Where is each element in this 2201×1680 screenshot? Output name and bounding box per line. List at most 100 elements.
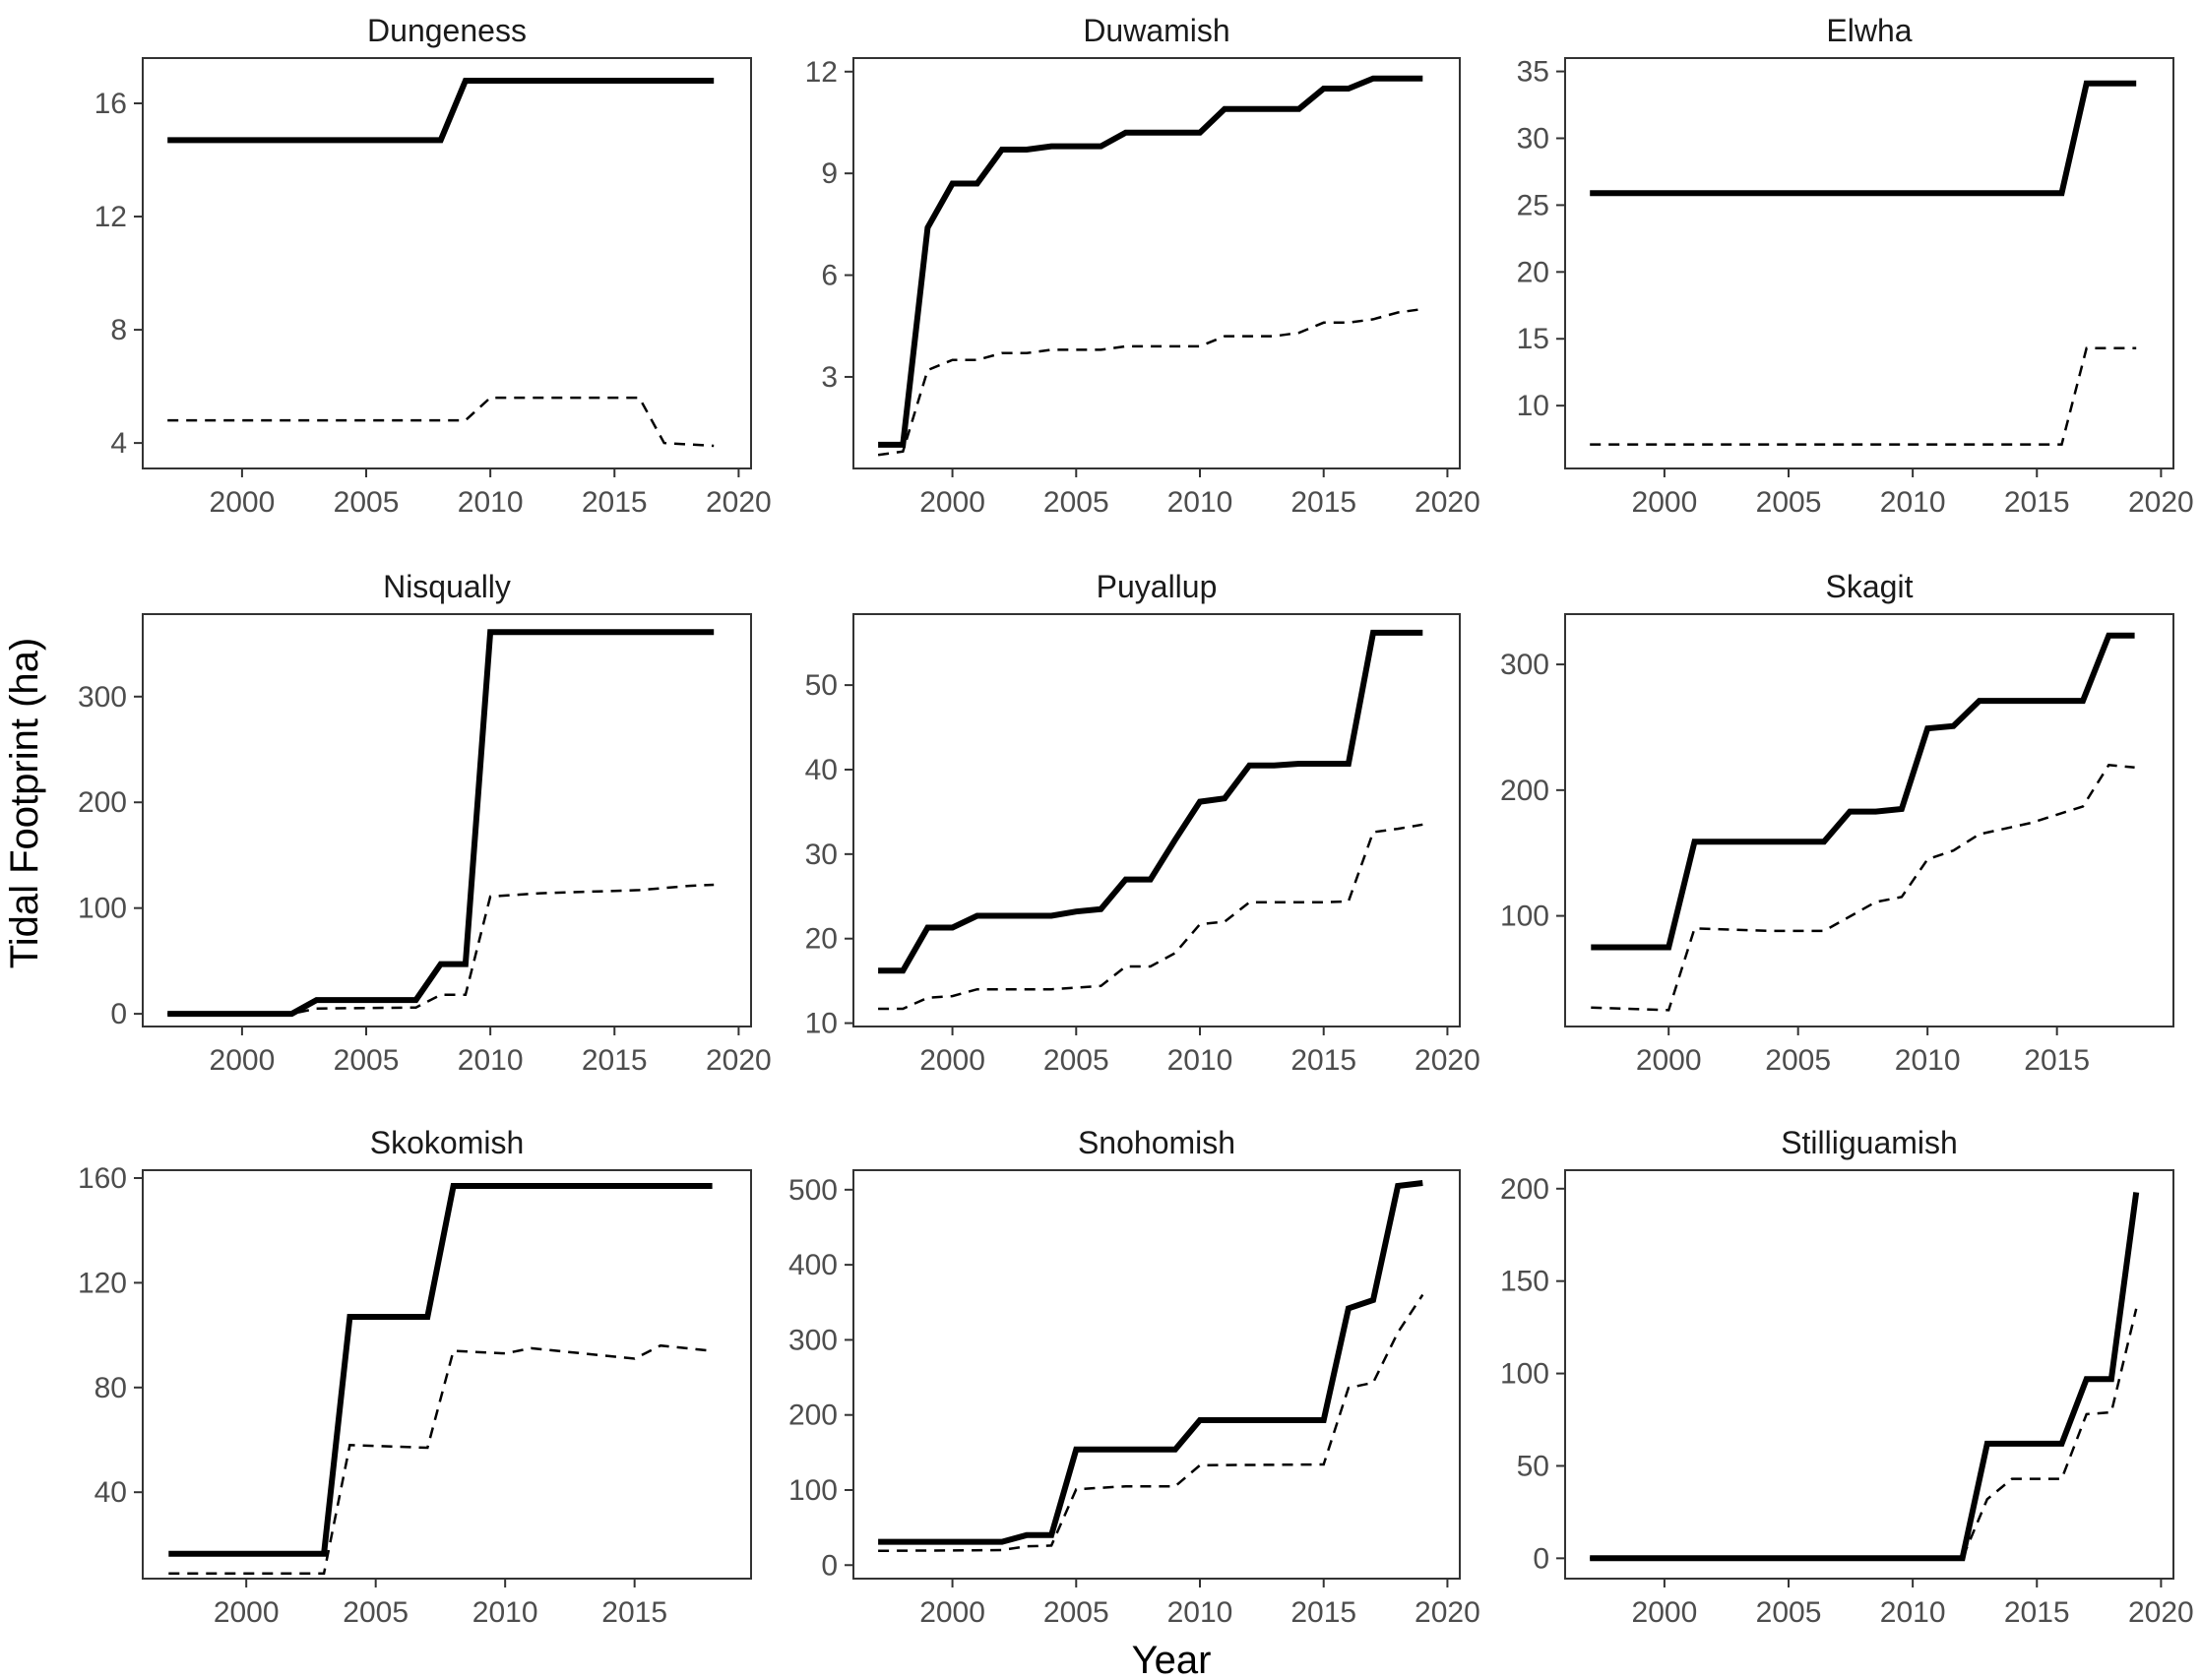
y-tick-label-snohomish-200: 200 [788,1400,838,1432]
x-tick-label-puyallup-2020: 2020 [1415,1044,1480,1077]
y-tick-label-stilliguamish-100: 100 [1500,1358,1549,1391]
dashed-series-line-skokomish [168,1343,713,1575]
x-tick-label-nisqually-2015: 2015 [582,1044,648,1077]
dashed-series-line-stilliguamish [1590,1308,2138,1560]
solid-series-line-nisqually [167,629,715,1018]
solid-series-line-dungeness [167,78,715,144]
panel-title-duwamish: Duwamish [1083,13,1229,48]
dashed-series-line-dungeness [167,396,715,448]
y-tick-label-skokomish-40: 40 [94,1476,127,1509]
x-tick-label-skagit-2015: 2015 [2024,1044,2090,1077]
x-tick-label-duwamish-2010: 2010 [1167,486,1233,519]
x-tick-label-snohomish-2015: 2015 [1290,1596,1356,1629]
y-tick-label-puyallup-50: 50 [805,669,838,702]
panel-title-puyallup: Puyallup [1097,569,1218,604]
panel-skagit: Skagit 2000 2005 2010 2015 100 200 300 [1500,569,2174,1077]
y-tick-label-snohomish-0: 0 [821,1549,838,1582]
solid-series-line-skagit [1591,632,2135,951]
y-axis-title: Tidal Footprint (ha) [3,638,46,968]
y-tick-label-snohomish-500: 500 [788,1174,838,1207]
y-tick-label-puyallup-10: 10 [805,1008,838,1040]
x-tick-label-stilliguamish-2020: 2020 [2128,1596,2194,1629]
x-tick-label-snohomish-2010: 2010 [1167,1596,1233,1629]
plot-frame-duwamish [852,57,1461,469]
x-tick-label-stilliguamish-2015: 2015 [2004,1596,2070,1629]
x-tick-label-skagit-2010: 2010 [1895,1044,1961,1077]
y-tick-label-puyallup-20: 20 [805,923,838,956]
y-tick-label-elwha-15: 15 [1517,323,1549,355]
y-tick-label-nisqually-0: 0 [110,998,127,1030]
panel-title-skagit: Skagit [1826,569,1914,604]
y-tick-label-dungeness-4: 4 [110,427,127,460]
panel-elwha: Elwha 2000 2005 2010 2015 2020 10 15 20 25 30 35 [1517,13,2194,519]
x-tick-label-nisqually-2010: 2010 [458,1044,524,1077]
x-tick-label-skagit-2005: 2005 [1765,1044,1831,1077]
plot-frame-snohomish [852,1169,1461,1580]
panel-title-skokomish: Skokomish [370,1125,525,1160]
plot-frame-stilliguamish [1564,1169,2174,1580]
y-tick-label-duwamish-3: 3 [821,361,838,394]
x-tick-label-dungeness-2000: 2000 [210,486,276,519]
x-tick-label-stilliguamish-2010: 2010 [1880,1596,1946,1629]
solid-series-line-elwha [1590,80,2137,197]
panel-dungeness: Dungeness 2000 2005 2010 2015 2020 4 8 12 16 [94,13,772,519]
x-tick-label-puyallup-2000: 2000 [919,1044,985,1077]
y-tick-label-stilliguamish-150: 150 [1500,1266,1549,1298]
y-tick-label-skagit-300: 300 [1500,649,1549,681]
dashed-series-line-puyallup [878,823,1423,1011]
y-tick-label-puyallup-40: 40 [805,754,838,786]
x-tick-label-puyallup-2005: 2005 [1043,1044,1109,1077]
x-tick-label-skokomish-2010: 2010 [472,1596,538,1629]
x-tick-label-snohomish-2005: 2005 [1043,1596,1109,1629]
panel-title-dungeness: Dungeness [367,13,527,48]
x-tick-label-skagit-2000: 2000 [1636,1044,1702,1077]
plot-frame-skagit [1564,613,2174,1027]
x-tick-label-duwamish-2015: 2015 [1290,486,1356,519]
panel-snohomish: Snohomish 2000 2005 2010 2015 2020 0 100 200 300 4… [788,1125,1480,1629]
y-tick-label-snohomish-300: 300 [788,1324,838,1356]
plot-frame-elwha [1564,57,2174,469]
y-tick-label-elwha-10: 10 [1517,390,1549,422]
y-tick-label-dungeness-16: 16 [94,88,127,120]
y-tick-label-elwha-35: 35 [1517,56,1549,89]
panel-title-stilliguamish: Stilliguamish [1781,1125,1958,1160]
y-tick-label-skagit-100: 100 [1500,901,1549,933]
solid-series-line-duwamish [878,75,1423,448]
x-tick-label-dungeness-2005: 2005 [334,486,400,519]
x-tick-label-stilliguamish-2000: 2000 [1632,1596,1698,1629]
panel-title-elwha: Elwha [1826,13,1912,48]
x-tick-label-elwha-2010: 2010 [1880,486,1946,519]
y-tick-label-stilliguamish-50: 50 [1517,1450,1549,1482]
x-tick-label-stilliguamish-2005: 2005 [1756,1596,1822,1629]
x-tick-label-dungeness-2010: 2010 [458,486,524,519]
y-tick-label-snohomish-100: 100 [788,1474,838,1507]
plot-frame-puyallup [852,613,1461,1027]
x-tick-label-elwha-2020: 2020 [2128,486,2194,519]
y-tick-label-skagit-200: 200 [1500,775,1549,807]
y-tick-label-stilliguamish-200: 200 [1500,1173,1549,1206]
x-tick-label-elwha-2015: 2015 [2004,486,2070,519]
solid-series-line-skokomish [168,1183,713,1557]
solid-series-line-snohomish [878,1180,1423,1545]
y-tick-label-duwamish-12: 12 [805,56,838,89]
panel-nisqually: Nisqually 2000 2005 2010 2015 2020 0 100 200 300 [78,569,772,1077]
plot-frame-dungeness [142,57,752,469]
dashed-series-line-nisqually [167,883,715,1016]
solid-series-line-puyallup [878,629,1423,974]
solid-series-line-stilliguamish [1590,1192,2140,1562]
panel-title-nisqually: Nisqually [383,569,511,604]
x-tick-label-dungeness-2015: 2015 [582,486,648,519]
x-tick-label-snohomish-2020: 2020 [1415,1596,1480,1629]
x-tick-label-nisqually-2005: 2005 [334,1044,400,1077]
y-tick-label-elwha-25: 25 [1517,189,1549,221]
x-tick-label-nisqually-2020: 2020 [706,1044,772,1077]
y-tick-label-skokomish-80: 80 [94,1372,127,1404]
x-tick-label-puyallup-2010: 2010 [1167,1044,1233,1077]
y-tick-label-skokomish-120: 120 [78,1267,127,1299]
y-tick-label-nisqually-300: 300 [78,681,127,714]
panel-stilliguamish: Stilliguamish 2000 2005 2010 2015 2020 0 50 100 1… [1500,1125,2194,1629]
x-tick-label-snohomish-2000: 2000 [919,1596,985,1629]
x-tick-label-duwamish-2020: 2020 [1415,486,1480,519]
